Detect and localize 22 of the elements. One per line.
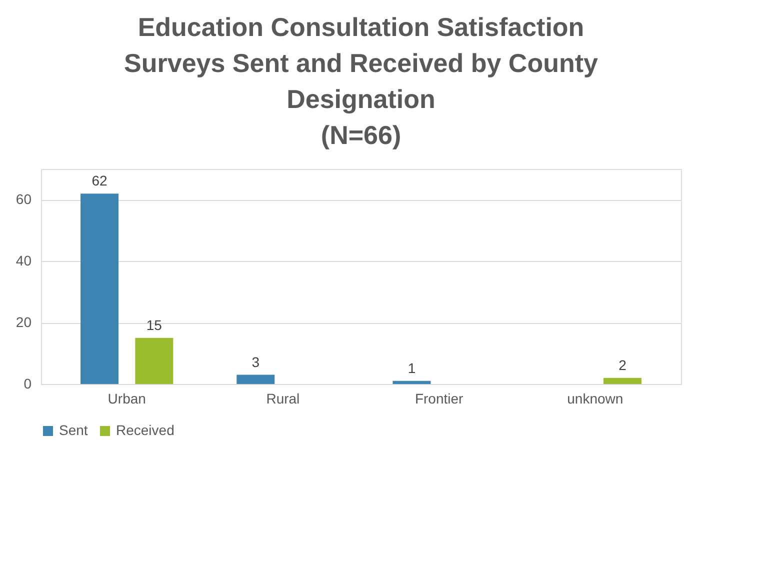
bar — [603, 378, 642, 384]
bar — [236, 374, 275, 384]
y-tick-label: 0 — [24, 376, 32, 392]
bar — [135, 338, 174, 384]
y-tick-label: 20 — [16, 314, 32, 330]
data-label: 15 — [146, 316, 162, 333]
data-label: 1 — [408, 360, 416, 376]
x-tick-label: Urban — [108, 390, 146, 406]
data-label: 62 — [92, 172, 108, 189]
data-label: 3 — [252, 354, 260, 370]
bar — [392, 380, 431, 384]
x-tick-label: Frontier — [414, 390, 464, 406]
x-tick-label: unknown — [567, 390, 624, 406]
legend-label: Sent — [59, 422, 88, 438]
bar — [80, 194, 119, 384]
chart-title: Education Consultation Satisfaction Surveys Sent and Received by County Designation — [124, 12, 598, 114]
chart-subtitle: (N=66) — [320, 120, 402, 150]
data-label: 2 — [618, 356, 627, 373]
x-tick-label: Rural — [266, 390, 300, 406]
y-tick-label: 40 — [16, 252, 32, 269]
y-tick-label: 60 — [16, 191, 32, 208]
legend-label: Received — [116, 422, 174, 438]
